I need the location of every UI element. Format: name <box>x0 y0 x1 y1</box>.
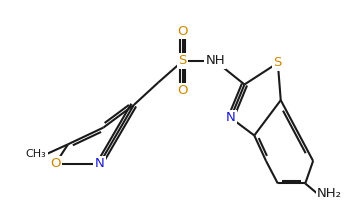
Text: NH: NH <box>205 54 225 67</box>
Text: CH₃: CH₃ <box>26 149 47 159</box>
Text: S: S <box>274 56 282 69</box>
Text: N: N <box>226 111 236 124</box>
Text: O: O <box>177 84 188 97</box>
Text: S: S <box>179 54 187 67</box>
Text: O: O <box>177 25 188 38</box>
Text: O: O <box>50 157 61 170</box>
Text: N: N <box>95 157 104 170</box>
Text: NH₂: NH₂ <box>317 187 342 200</box>
